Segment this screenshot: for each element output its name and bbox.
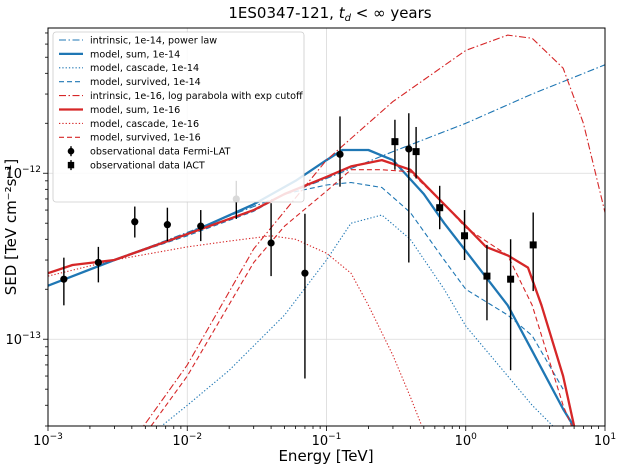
series-line-1 [48, 148, 575, 426]
legend-label-6: model, cascade, 1e-16 [90, 119, 199, 130]
series-line-6 [48, 235, 423, 426]
legend-swatch-9 [67, 161, 75, 169]
data-point-iact-6 [529, 241, 537, 249]
data-point-iact-3 [461, 232, 469, 240]
data-point-iact-0 [391, 138, 399, 146]
data-point-iact-5 [507, 275, 515, 283]
legend-label-5: model, sum, 1e-16 [90, 105, 180, 116]
x-tick-label-4: 101 [594, 432, 616, 449]
legend-box [52, 31, 305, 203]
axis-ticks: 10−3 10−2 10−1 100 101 10−13 10−12 [5, 32, 616, 449]
y-tick-label-0: 10−13 [5, 331, 41, 348]
legend-label-8: observational data Fermi-LAT [90, 147, 231, 158]
data-point-fermi-2 [131, 218, 139, 226]
series-layer [48, 34, 605, 426]
data-point-fermi-4 [197, 222, 205, 230]
legend-label-9: observational data IACT [90, 161, 205, 172]
data-point-fermi-1 [94, 258, 102, 267]
y-axis-label: SED [TeV cm⁻²s⁻¹] [2, 159, 20, 295]
data-point-fermi-7 [301, 269, 309, 277]
legend: intrinsic, 1e-14, power law model, sum, 1… [52, 31, 305, 203]
legend-label-3: model, survived, 1e-14 [90, 77, 201, 88]
data-point-iact-2 [436, 204, 444, 212]
legend-swatch-8 [67, 147, 75, 155]
data-point-iact-4 [483, 272, 491, 280]
data-point-fermi-3 [163, 221, 171, 229]
data-point-fermi-8 [336, 150, 344, 158]
data-point-fermi-0 [60, 275, 68, 283]
data-point-fermi-6 [267, 239, 275, 247]
chart-title: 1ES0347-121, td < ∞ years [228, 4, 431, 24]
series-line-5 [48, 158, 576, 426]
legend-label-4: intrinsic, 1e-16, log parabola with exp … [90, 91, 303, 102]
legend-label-1: model, sum, 1e-14 [90, 49, 180, 60]
data-point-fermi-9 [405, 145, 413, 153]
legend-label-0: intrinsic, 1e-14, power law [90, 35, 217, 46]
x-tick-label-2: 10−1 [312, 432, 342, 449]
x-tick-label-1: 10−2 [172, 432, 202, 449]
series-line-3 [48, 181, 564, 390]
x-tick-label-3: 100 [455, 432, 478, 449]
observations-layer [60, 113, 537, 379]
y-tick-label-1: 10−12 [5, 165, 41, 182]
x-axis-label: Energy [TeV] [278, 447, 373, 465]
series-line-7 [150, 169, 573, 426]
legend-label-7: model, survived, 1e-16 [90, 133, 201, 144]
series-line-2 [160, 214, 554, 426]
data-point-iact-1 [412, 148, 420, 156]
x-tick-label-0: 10−3 [33, 432, 63, 449]
legend-label-2: model, cascade, 1e-14 [90, 63, 199, 74]
